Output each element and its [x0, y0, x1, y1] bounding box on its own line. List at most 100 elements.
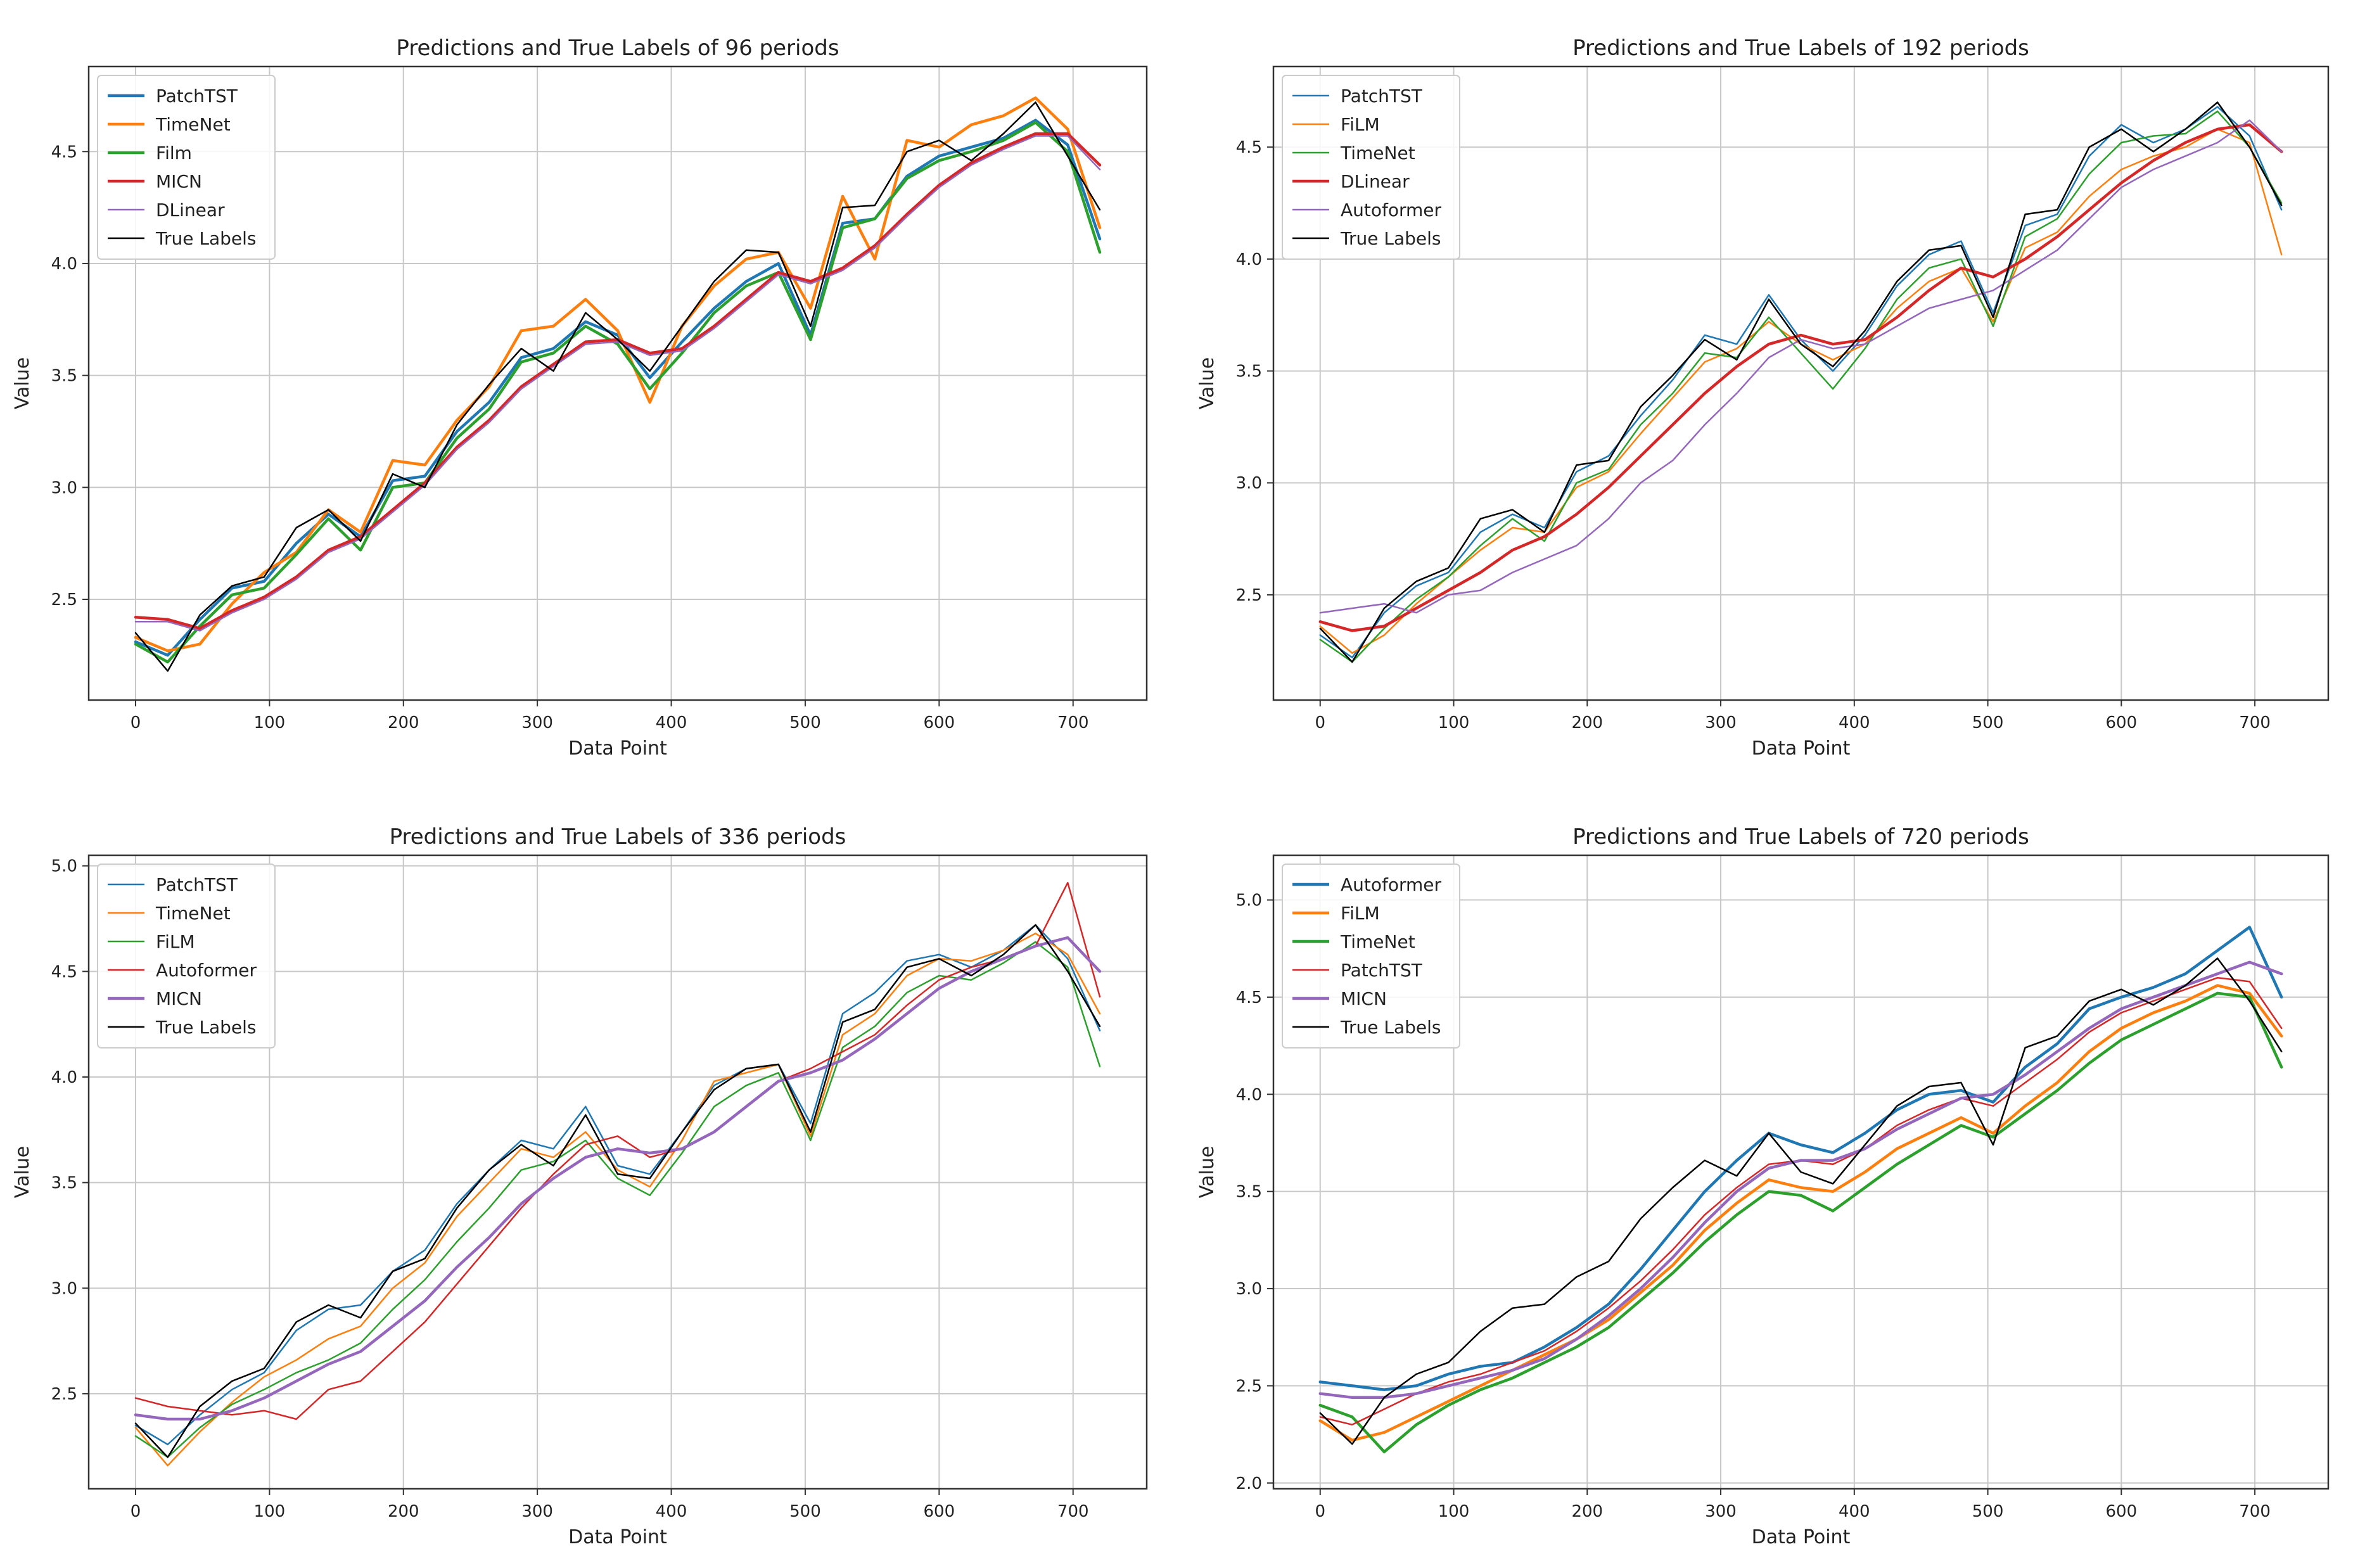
subplot-2: 0 100 200 300 400 500 600 700 2.5 3.0 3.5 4.0 4.5 Pre…: [1196, 35, 2330, 760]
legend: PatchTST TimeNet Film MICN DLinear True Label…: [97, 75, 276, 260]
subplot-1: 0 100 200 300 400 500 600 700 2.5 3.0 3.5 4.0 4.5 Pre…: [11, 35, 1148, 760]
x-tick-label: 500: [1972, 1502, 2004, 1521]
legend-label: Autoformer: [1341, 200, 1442, 220]
y-tick-label: 3.5: [51, 1174, 77, 1193]
legend-label: True Labels: [1340, 1017, 1441, 1038]
series-line-micn: [134, 936, 1102, 1421]
series-line-film: [134, 121, 1102, 664]
y-tick-label: 4.5: [1236, 138, 1262, 157]
y-tick-label: 2.5: [1236, 1377, 1262, 1396]
legend-label: DLinear: [1341, 171, 1410, 192]
legend-box: [1282, 75, 1460, 260]
y-axis-label: Value: [11, 1146, 34, 1198]
y-tick-label: 3.0: [51, 1279, 77, 1298]
legend-box: [1282, 864, 1460, 1049]
x-tick-label: 200: [388, 713, 419, 732]
y-tick-label: 4.0: [1236, 250, 1262, 269]
y-tick-label: 2.5: [51, 590, 77, 609]
x-tick-label: 0: [131, 1502, 141, 1521]
x-axis-label: Data Point: [1752, 737, 1851, 760]
legend-label: DLinear: [156, 200, 225, 220]
y-tick-label: 3.0: [1236, 1280, 1262, 1299]
series-lines: [1318, 101, 2283, 663]
series-line-timenet: [1318, 991, 2283, 1453]
series-line-patchtst: [134, 118, 1102, 657]
x-tick-label: 200: [388, 1502, 419, 1521]
legend-label: PatchTST: [156, 874, 238, 895]
series-line-autoformer: [1319, 119, 2283, 614]
legend-label: TimeNet: [155, 903, 231, 924]
x-tick-label: 100: [254, 713, 286, 732]
x-tick-label: 300: [521, 1502, 553, 1521]
legend-label: True Labels: [155, 228, 257, 249]
legend-label: Film: [156, 143, 192, 163]
x-tick-label: 0: [131, 713, 141, 732]
x-tick-label: 100: [254, 1502, 286, 1521]
series-line-timenet: [134, 96, 1102, 653]
x-tick-label: 0: [1315, 1502, 1325, 1521]
legend-label: PatchTST: [1341, 86, 1423, 106]
series-line-true-labels: [134, 924, 1101, 1458]
legend-label: FiLM: [156, 931, 195, 952]
x-tick-label: 200: [1571, 1502, 1603, 1521]
x-tick-label: 700: [2239, 1502, 2271, 1521]
series-line-film: [1318, 984, 2283, 1442]
legend-label: True Labels: [155, 1017, 257, 1038]
y-tick-label: 3.5: [1236, 362, 1262, 381]
subplot-4: 0 100 200 300 400 500 600 700 2.0 2.5 3.0 3.5 4.0 4.5…: [1196, 824, 2330, 1548]
axes-frame: [1272, 854, 2330, 1490]
y-tick-label: 2.0: [1236, 1474, 1262, 1493]
legend: PatchTST TimeNet FiLM Autoformer MICN True La…: [97, 864, 276, 1049]
axes-frame: [87, 65, 1148, 701]
series-line-micn: [1318, 960, 2283, 1399]
axes-frame: [87, 854, 1148, 1490]
legend-label: TimeNet: [155, 114, 231, 135]
x-tick-label: 600: [2106, 1502, 2138, 1521]
chart-title: Predictions and True Labels of 192 perio…: [1572, 35, 2029, 61]
legend-label: MICN: [1341, 988, 1387, 1009]
series-line-true-labels: [1319, 957, 2283, 1445]
y-tick-label: 2.5: [51, 1385, 77, 1404]
x-tick-label: 600: [2106, 713, 2138, 732]
y-tick-label: 3.0: [51, 478, 77, 497]
x-tick-label: 400: [1839, 1502, 1870, 1521]
series-line-patchtst: [134, 924, 1101, 1446]
chart-title: Predictions and True Labels of 336 perio…: [390, 824, 846, 850]
series-lines: [1318, 926, 2283, 1453]
y-tick-label: 3.5: [1236, 1183, 1262, 1202]
subplot-3: 0 100 200 300 400 500 600 700 2.5 3.0 3.5 4.0 4.5 5.0…: [11, 824, 1148, 1548]
x-tick-label: 0: [1315, 713, 1325, 732]
x-tick-label: 400: [656, 1502, 687, 1521]
legend-label: PatchTST: [1341, 960, 1423, 981]
legend-box: [97, 75, 276, 260]
legend-label: MICN: [156, 171, 202, 192]
x-axis-label: Data Point: [568, 1526, 667, 1548]
x-tick-label: 400: [656, 713, 687, 732]
y-tick-label: 5.0: [51, 857, 77, 876]
y-axis-label: Value: [1196, 1146, 1218, 1198]
y-tick-label: 4.0: [51, 255, 77, 274]
series-line-autoformer: [134, 882, 1101, 1420]
series-line-timenet: [1319, 110, 2283, 663]
legend: Autoformer FiLM TimeNet PatchTST MICN True La…: [1282, 864, 1460, 1049]
legend-box: [97, 864, 276, 1049]
x-tick-label: 600: [924, 713, 955, 732]
x-tick-label: 500: [789, 713, 821, 732]
legend-label: Autoformer: [156, 960, 257, 981]
series-line-dlinear: [134, 135, 1101, 632]
series-line-autoformer: [1318, 926, 2283, 1391]
x-tick-label: 300: [1705, 713, 1737, 732]
legend-label: FiLM: [1341, 114, 1380, 135]
x-tick-label: 100: [1438, 713, 1470, 732]
series-line-true-labels: [134, 101, 1101, 672]
x-tick-label: 700: [2239, 713, 2271, 732]
y-tick-label: 4.0: [1236, 1085, 1262, 1104]
y-axis-label: Value: [1196, 357, 1218, 409]
x-tick-label: 700: [1057, 713, 1089, 732]
legend-label: TimeNet: [1340, 931, 1415, 952]
legend-label: FiLM: [1341, 903, 1380, 924]
series-line-dlinear: [1318, 123, 2283, 632]
series-lines: [134, 882, 1102, 1467]
